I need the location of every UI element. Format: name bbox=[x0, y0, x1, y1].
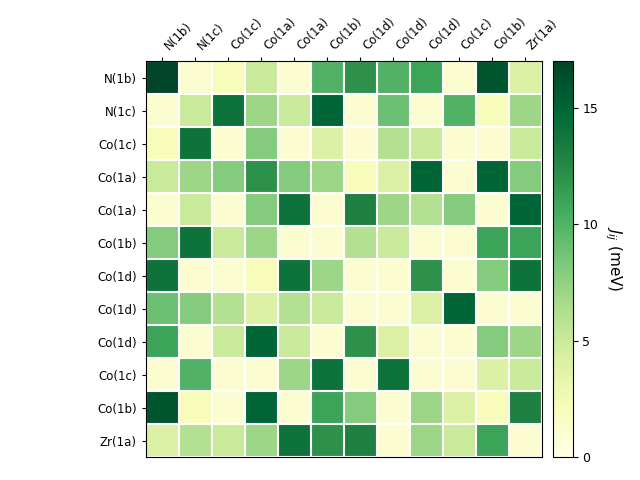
Y-axis label: $J_{ij}$ (meV): $J_{ij}$ (meV) bbox=[603, 227, 623, 292]
